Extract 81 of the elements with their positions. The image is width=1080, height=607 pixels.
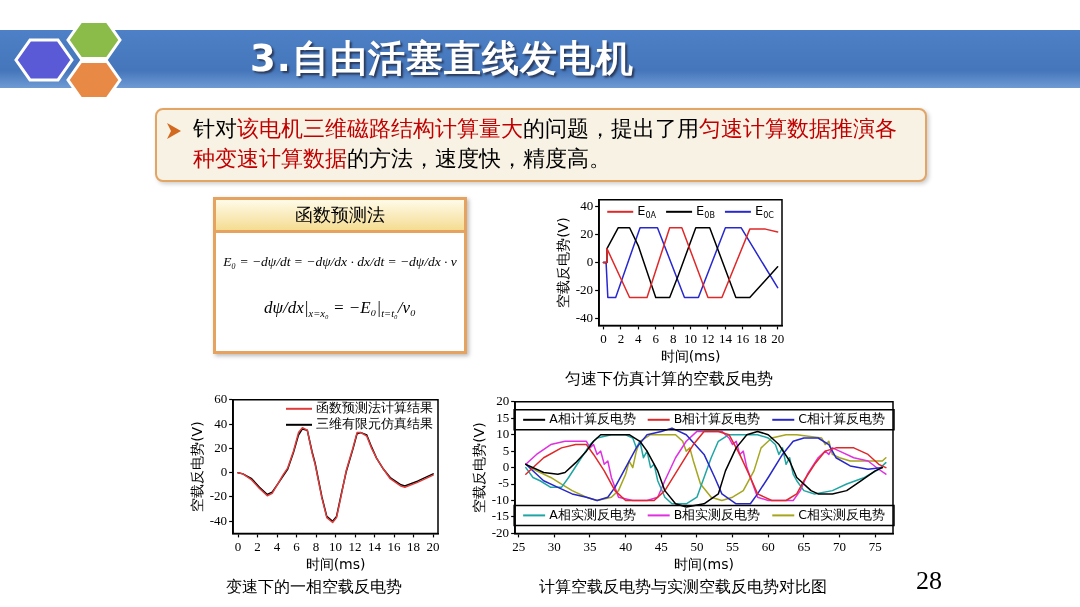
y-tick-label: 0 — [586, 254, 594, 270]
text: 的方法，速度快，精度高。 — [347, 145, 611, 171]
text: 的问题，提出了用 — [523, 115, 699, 141]
legend-label: 函数预测法计算结果 — [316, 400, 433, 416]
x-tick-label: 14 — [368, 538, 382, 554]
y-tick-label: -20 — [209, 488, 228, 504]
x-tick-label: 25 — [512, 538, 526, 554]
x-tick-label: 30 — [547, 538, 561, 554]
y-tick-label: -40 — [575, 309, 594, 325]
x-tick-label: 12 — [348, 538, 362, 554]
y-tick-label: 20 — [580, 226, 594, 242]
y-tick-label: 15 — [496, 409, 510, 425]
legend-label: 三维有限元仿真结果 — [316, 416, 433, 432]
x-tick-label: 20 — [771, 330, 785, 346]
x-axis-title: 时间(ms) — [660, 348, 721, 365]
text: 匀速下仿真计算的空载反电势 — [565, 368, 773, 388]
legend-label: A相实测反电势 — [549, 506, 636, 522]
x-tick-label: 4 — [273, 538, 281, 554]
text: 28 — [916, 566, 942, 596]
x-tick-label: 4 — [635, 330, 643, 346]
legend-label: C相实测反电势 — [798, 506, 885, 522]
y-tick-label: 20 — [214, 439, 228, 455]
x-tick-label: 8 — [669, 330, 677, 346]
x-tick-label: 18 — [753, 330, 767, 346]
text: 种变速计算数据 — [193, 145, 347, 171]
x-tick-label: 70 — [833, 538, 847, 554]
x-tick-label: 40 — [619, 538, 633, 554]
x-tick-label: 6 — [652, 330, 660, 346]
legend-label: B相计算反电势 — [673, 411, 761, 427]
x-tick-label: 2 — [254, 538, 261, 554]
x-tick-label: 75 — [868, 538, 882, 554]
y-axis-title: 空载反电势(V) — [555, 217, 572, 308]
legend-label: A相计算反电势 — [549, 411, 636, 427]
x-axis-title: 时间(ms) — [674, 556, 734, 573]
y-tick-label: -20 — [575, 281, 594, 297]
y-tick-label: 0 — [220, 464, 228, 480]
y-tick-label: 20 — [496, 393, 510, 409]
x-tick-label: 50 — [690, 538, 704, 554]
y-tick-label: -20 — [491, 524, 510, 540]
x-tick-label: 0 — [600, 330, 607, 346]
y-tick-label: 40 — [214, 415, 228, 431]
y-tick-label: -15 — [491, 508, 510, 524]
text: E₀ = −dψ/dt = −dψ/dx · dx/dt = −dψ/dx · v — [222, 254, 458, 270]
text: 函数预测法 — [216, 200, 464, 233]
x-tick-label: 35 — [583, 538, 597, 554]
text: 变速下的一相空载反电势 — [226, 576, 402, 596]
text: 该电机三维磁路结构计算量大 — [237, 115, 523, 141]
x-tick-label: 60 — [761, 538, 775, 554]
x-tick-label: 0 — [234, 538, 242, 554]
x-tick-label: 20 — [426, 538, 440, 554]
text: 针对 — [193, 115, 237, 141]
y-tick-label: 60 — [214, 391, 228, 407]
y-tick-label: 10 — [496, 426, 510, 442]
x-axis-title: 时间(ms) — [305, 556, 366, 573]
x-tick-label: 45 — [654, 538, 668, 554]
x-tick-label: 16 — [736, 330, 750, 346]
y-tick-label: -5 — [498, 475, 510, 491]
y-tick-label: 40 — [580, 198, 594, 214]
x-tick-label: 14 — [718, 330, 733, 346]
y-tick-label: -10 — [491, 491, 510, 507]
x-tick-label: 18 — [407, 538, 421, 554]
legend-label: B相实测反电势 — [673, 506, 761, 522]
x-tick-label: 12 — [701, 330, 715, 346]
x-tick-label: 55 — [726, 538, 740, 554]
x-tick-label: 10 — [684, 330, 698, 346]
text: 匀速计算数据推演各 — [699, 115, 897, 141]
x-tick-label: 10 — [329, 538, 343, 554]
x-tick-label: 16 — [387, 538, 402, 554]
y-tick-label: -40 — [209, 512, 228, 528]
y-axis-title: 空载反电势(V) — [471, 422, 488, 513]
legend-label: C相计算反电势 — [798, 411, 885, 427]
text: dψ/dx|$_{x=x₀}$ = −E₀|$_{t=t₀}$/v₀ — [263, 298, 417, 320]
text: 3.自由活塞直线发电机 — [250, 36, 634, 82]
text: 计算空载反电势与实测空载反电势对比图 — [538, 576, 827, 596]
y-tick-label: 5 — [502, 442, 510, 458]
x-tick-label: 65 — [797, 538, 811, 554]
x-tick-label: 8 — [312, 538, 320, 554]
x-tick-label: 2 — [617, 330, 625, 346]
y-axis-title: 空载反电势(V) — [189, 421, 206, 512]
y-tick-label: 0 — [502, 459, 510, 475]
x-tick-label: 6 — [293, 538, 301, 554]
